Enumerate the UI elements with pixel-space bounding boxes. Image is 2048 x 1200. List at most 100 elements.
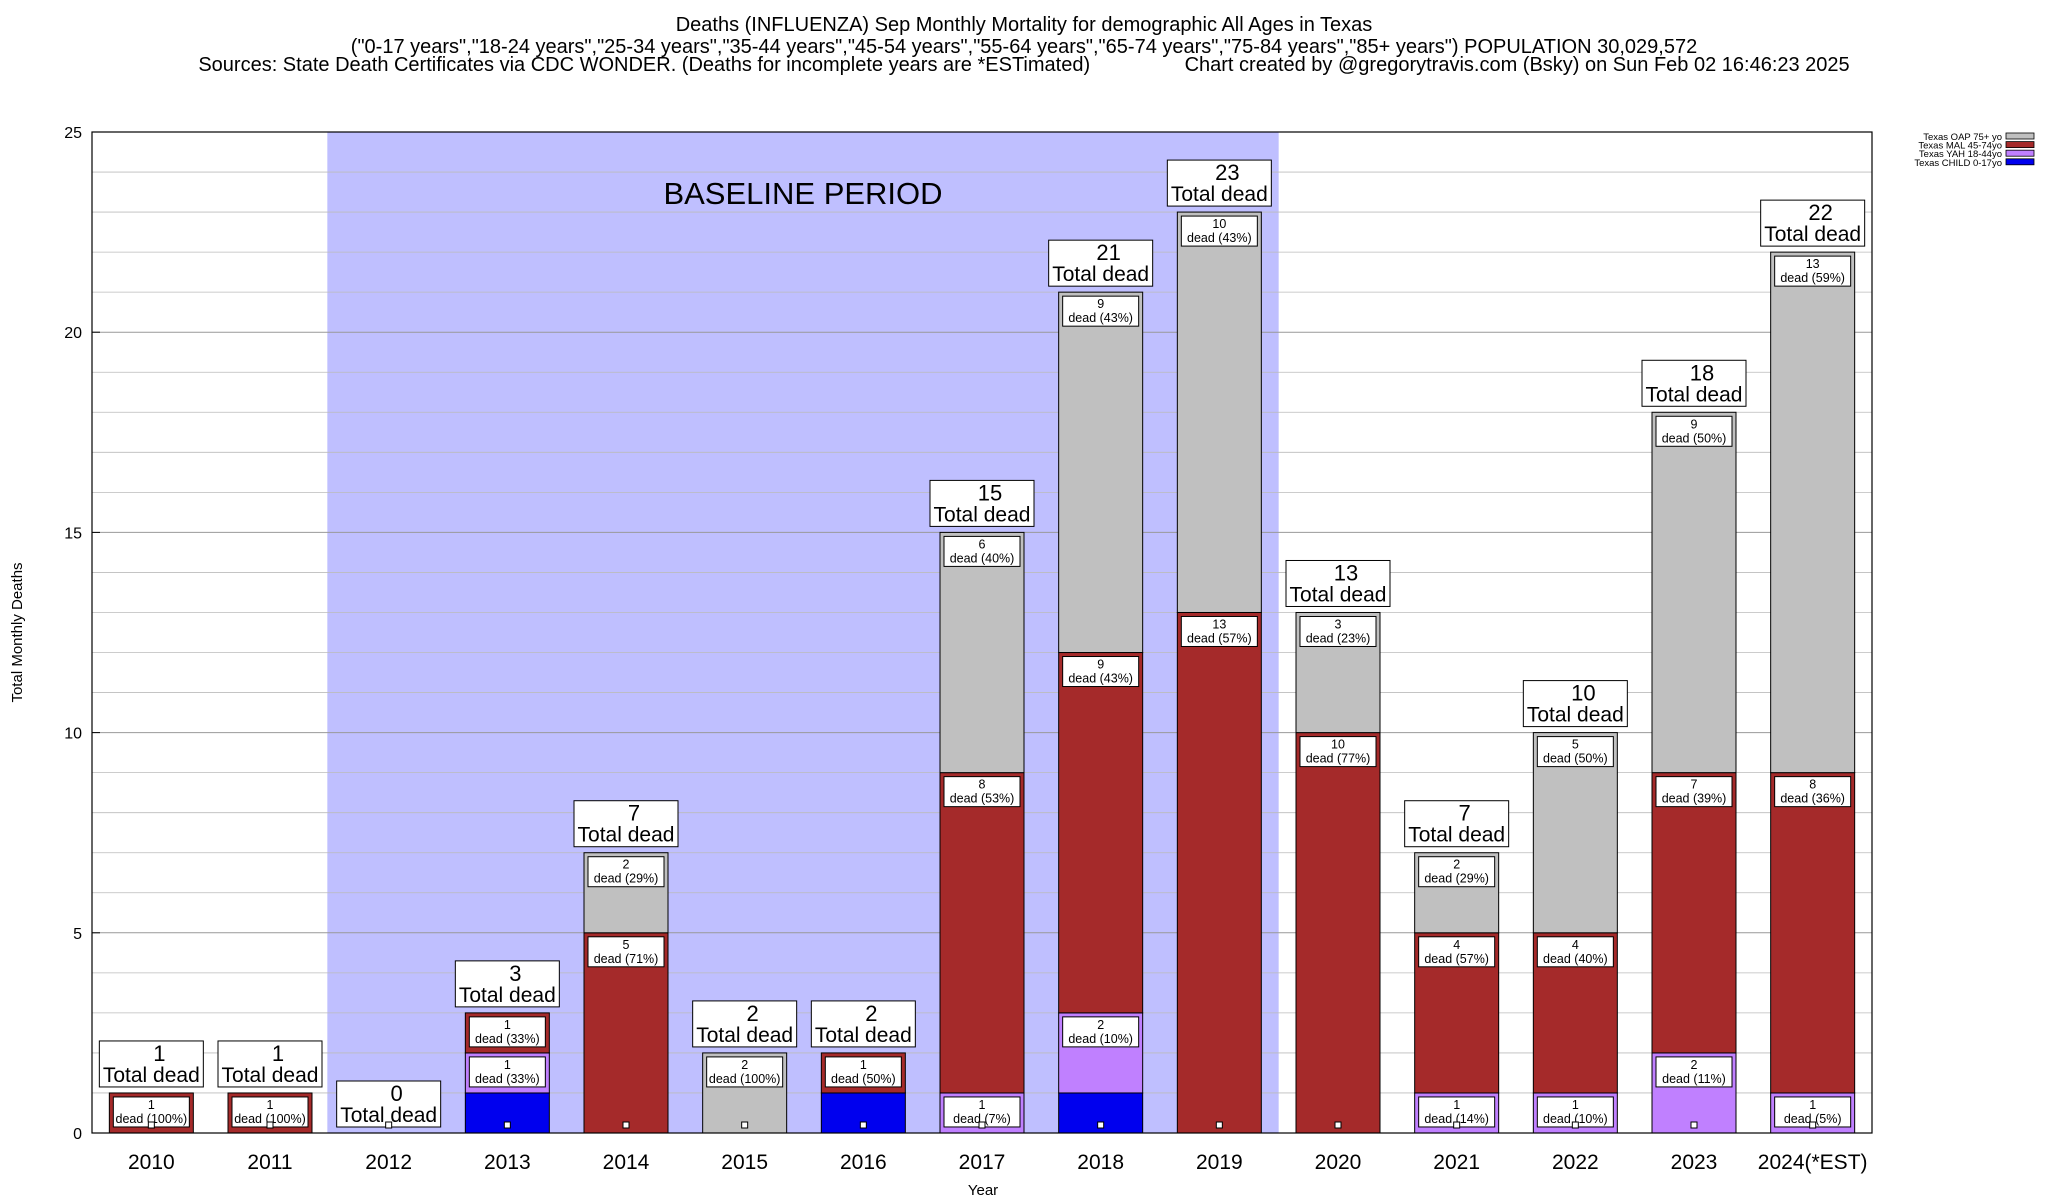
bar-segment	[1176, 211, 1262, 613]
x-tick-label: 2013	[484, 1151, 531, 1174]
segment-label-count: 2	[741, 1058, 748, 1072]
total-label-count: 3	[509, 961, 521, 986]
segment-label-box	[1655, 415, 1733, 447]
total-label-box	[1048, 239, 1154, 287]
total-label-text: Total dead	[1052, 263, 1149, 286]
x-tick-label: 2014	[603, 1151, 650, 1174]
segment-label-count: 1	[148, 1098, 155, 1112]
bar-segment	[939, 531, 1025, 774]
segment-label-count: 3	[1335, 617, 1342, 631]
segment-label-count: 9	[1097, 658, 1104, 672]
baseline-period-label: BASELINE PERIOD	[663, 176, 942, 211]
segment-label-percent: dead (23%)	[1306, 631, 1371, 645]
total-label-text: Total dead	[1408, 824, 1505, 847]
bar-segment	[1176, 611, 1262, 1134]
segment-label-box	[1418, 856, 1496, 888]
segment-label-percent: dead (50%)	[831, 1072, 896, 1086]
segment-label-percent: dead (50%)	[1543, 752, 1608, 766]
total-label-text: Total dead	[222, 1064, 319, 1087]
legend-label: Texas OAP 75+ yo	[1923, 132, 2002, 143]
segment-label-percent: dead (71%)	[594, 952, 659, 966]
segment-label-percent: dead (57%)	[1424, 952, 1489, 966]
segment-label-count: 8	[1809, 778, 1816, 792]
segment-label-percent: dead (57%)	[1187, 631, 1252, 645]
segment-label-count: 2	[1453, 858, 1460, 872]
bar-segment	[1058, 291, 1144, 654]
segment-label-percent: dead (7%)	[953, 1112, 1011, 1126]
total-label-count: 18	[1690, 360, 1714, 385]
x-tick-label: 2016	[840, 1151, 887, 1174]
segment-label-count: 1	[1453, 1098, 1460, 1112]
x-tick-label: 2019	[1196, 1151, 1243, 1174]
total-label-text: Total dead	[1527, 704, 1624, 727]
segment-label-percent: dead (36%)	[1780, 792, 1845, 806]
total-label-box	[810, 1000, 916, 1048]
total-label-box	[1285, 559, 1391, 607]
total-label-text: Total dead	[1171, 183, 1268, 206]
x-tick-marker	[1215, 1121, 1223, 1129]
x-tick-label: 2011	[247, 1151, 292, 1174]
total-label-box	[1522, 680, 1628, 728]
segment-label-count: 1	[860, 1058, 867, 1072]
segment-label-box	[1774, 776, 1852, 808]
segment-label-box	[587, 856, 665, 888]
segment-label-percent: dead (39%)	[1662, 792, 1727, 806]
segment-label-count: 1	[504, 1058, 511, 1072]
chart-subtitle: ("0-17 years","18-24 years","25-34 years…	[350, 36, 1698, 58]
segment-label-percent: dead (14%)	[1424, 1112, 1489, 1126]
x-tick-label: 2012	[365, 1151, 412, 1174]
bar-segment	[1770, 772, 1856, 1094]
total-label-count: 0	[391, 1081, 403, 1106]
segment-label-count: 10	[1212, 217, 1226, 231]
segment-label-percent: dead (77%)	[1306, 752, 1371, 766]
segment-label-count: 2	[1691, 1058, 1698, 1072]
segment-label-count: 2	[1097, 1018, 1104, 1032]
y-tick-label: 15	[64, 525, 82, 542]
segment-label-percent: dead (33%)	[475, 1032, 540, 1046]
segment-label-box	[1774, 255, 1852, 287]
segment-label-box	[1655, 776, 1733, 808]
segment-label-count: 9	[1691, 417, 1698, 431]
segment-label-count: 8	[979, 778, 986, 792]
total-label-count: 7	[628, 801, 640, 826]
total-label-text: Total dead	[340, 1104, 437, 1127]
x-tick-marker	[741, 1121, 749, 1129]
total-label-box	[1641, 359, 1747, 407]
x-tick-label: 2010	[128, 1151, 175, 1174]
segment-label-percent: dead (10%)	[1068, 1032, 1133, 1046]
y-tick-label: 25	[64, 125, 82, 142]
total-label-text: Total dead	[1764, 223, 1861, 246]
bar-segment	[1770, 251, 1856, 774]
segment-label-box	[1299, 615, 1377, 647]
total-label-box	[1166, 159, 1272, 207]
segment-label-count: 5	[1572, 738, 1579, 752]
segment-label-percent: dead (33%)	[475, 1072, 540, 1086]
segment-label-count: 5	[623, 938, 630, 952]
x-tick-label: 2024(*EST)	[1758, 1151, 1868, 1174]
total-label-count: 7	[1459, 801, 1471, 826]
segment-label-count: 1	[1572, 1098, 1579, 1112]
segment-label-box	[468, 1056, 546, 1088]
total-label-text: Total dead	[459, 984, 556, 1007]
x-tick-marker	[859, 1121, 867, 1129]
total-label-box	[98, 1040, 204, 1088]
segment-label-count: 9	[1097, 297, 1104, 311]
legend-label: Texas YAH 18-44yo	[1919, 149, 2002, 160]
x-tick-marker	[1097, 1121, 1105, 1129]
total-label-count: 2	[747, 1001, 759, 1026]
segment-label-box	[1062, 295, 1140, 327]
segment-label-box	[1774, 1096, 1852, 1128]
segment-label-box	[468, 1016, 546, 1048]
total-label-text: Total dead	[1646, 383, 1743, 406]
x-tick-label: 2015	[721, 1151, 768, 1174]
legend-swatch	[2005, 141, 2035, 149]
segment-label-percent: dead (100%)	[709, 1072, 781, 1086]
plot-frame	[91, 131, 1873, 1134]
segment-label-box	[706, 1056, 784, 1088]
total-label-box	[217, 1040, 323, 1088]
segment-label-count: 7	[1691, 778, 1698, 792]
x-tick-label: 2021	[1433, 1151, 1480, 1174]
x-axis-label: Year	[968, 1182, 998, 1199]
bar-segment	[1651, 772, 1737, 1054]
segment-label-count: 1	[267, 1098, 274, 1112]
